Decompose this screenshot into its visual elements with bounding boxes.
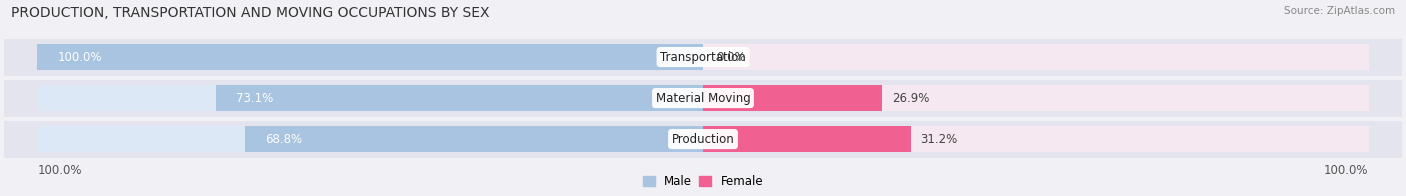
Text: PRODUCTION, TRANSPORTATION AND MOVING OCCUPATIONS BY SEX: PRODUCTION, TRANSPORTATION AND MOVING OC… — [11, 6, 489, 20]
Text: 26.9%: 26.9% — [891, 92, 929, 105]
Text: 31.2%: 31.2% — [921, 133, 957, 146]
Bar — [38, 126, 703, 152]
Text: Source: ZipAtlas.com: Source: ZipAtlas.com — [1284, 6, 1395, 16]
Bar — [4, 121, 1402, 158]
Bar — [4, 80, 1402, 117]
Legend: Male, Female: Male, Female — [643, 175, 763, 188]
Bar — [217, 85, 703, 111]
Text: 0.0%: 0.0% — [716, 51, 747, 64]
Text: 100.0%: 100.0% — [38, 164, 82, 177]
Text: Transportation: Transportation — [661, 51, 745, 64]
Bar — [703, 126, 1368, 152]
Text: 100.0%: 100.0% — [58, 51, 101, 64]
Bar — [703, 85, 1368, 111]
Bar — [38, 44, 703, 70]
Text: 68.8%: 68.8% — [266, 133, 302, 146]
Bar — [703, 126, 911, 152]
Text: Production: Production — [672, 133, 734, 146]
Bar — [245, 126, 703, 152]
Bar — [38, 44, 703, 70]
Bar — [4, 39, 1402, 75]
Text: 100.0%: 100.0% — [1324, 164, 1368, 177]
Bar — [703, 44, 1368, 70]
Text: 73.1%: 73.1% — [236, 92, 274, 105]
Text: Material Moving: Material Moving — [655, 92, 751, 105]
Bar — [703, 85, 882, 111]
Bar — [38, 85, 703, 111]
